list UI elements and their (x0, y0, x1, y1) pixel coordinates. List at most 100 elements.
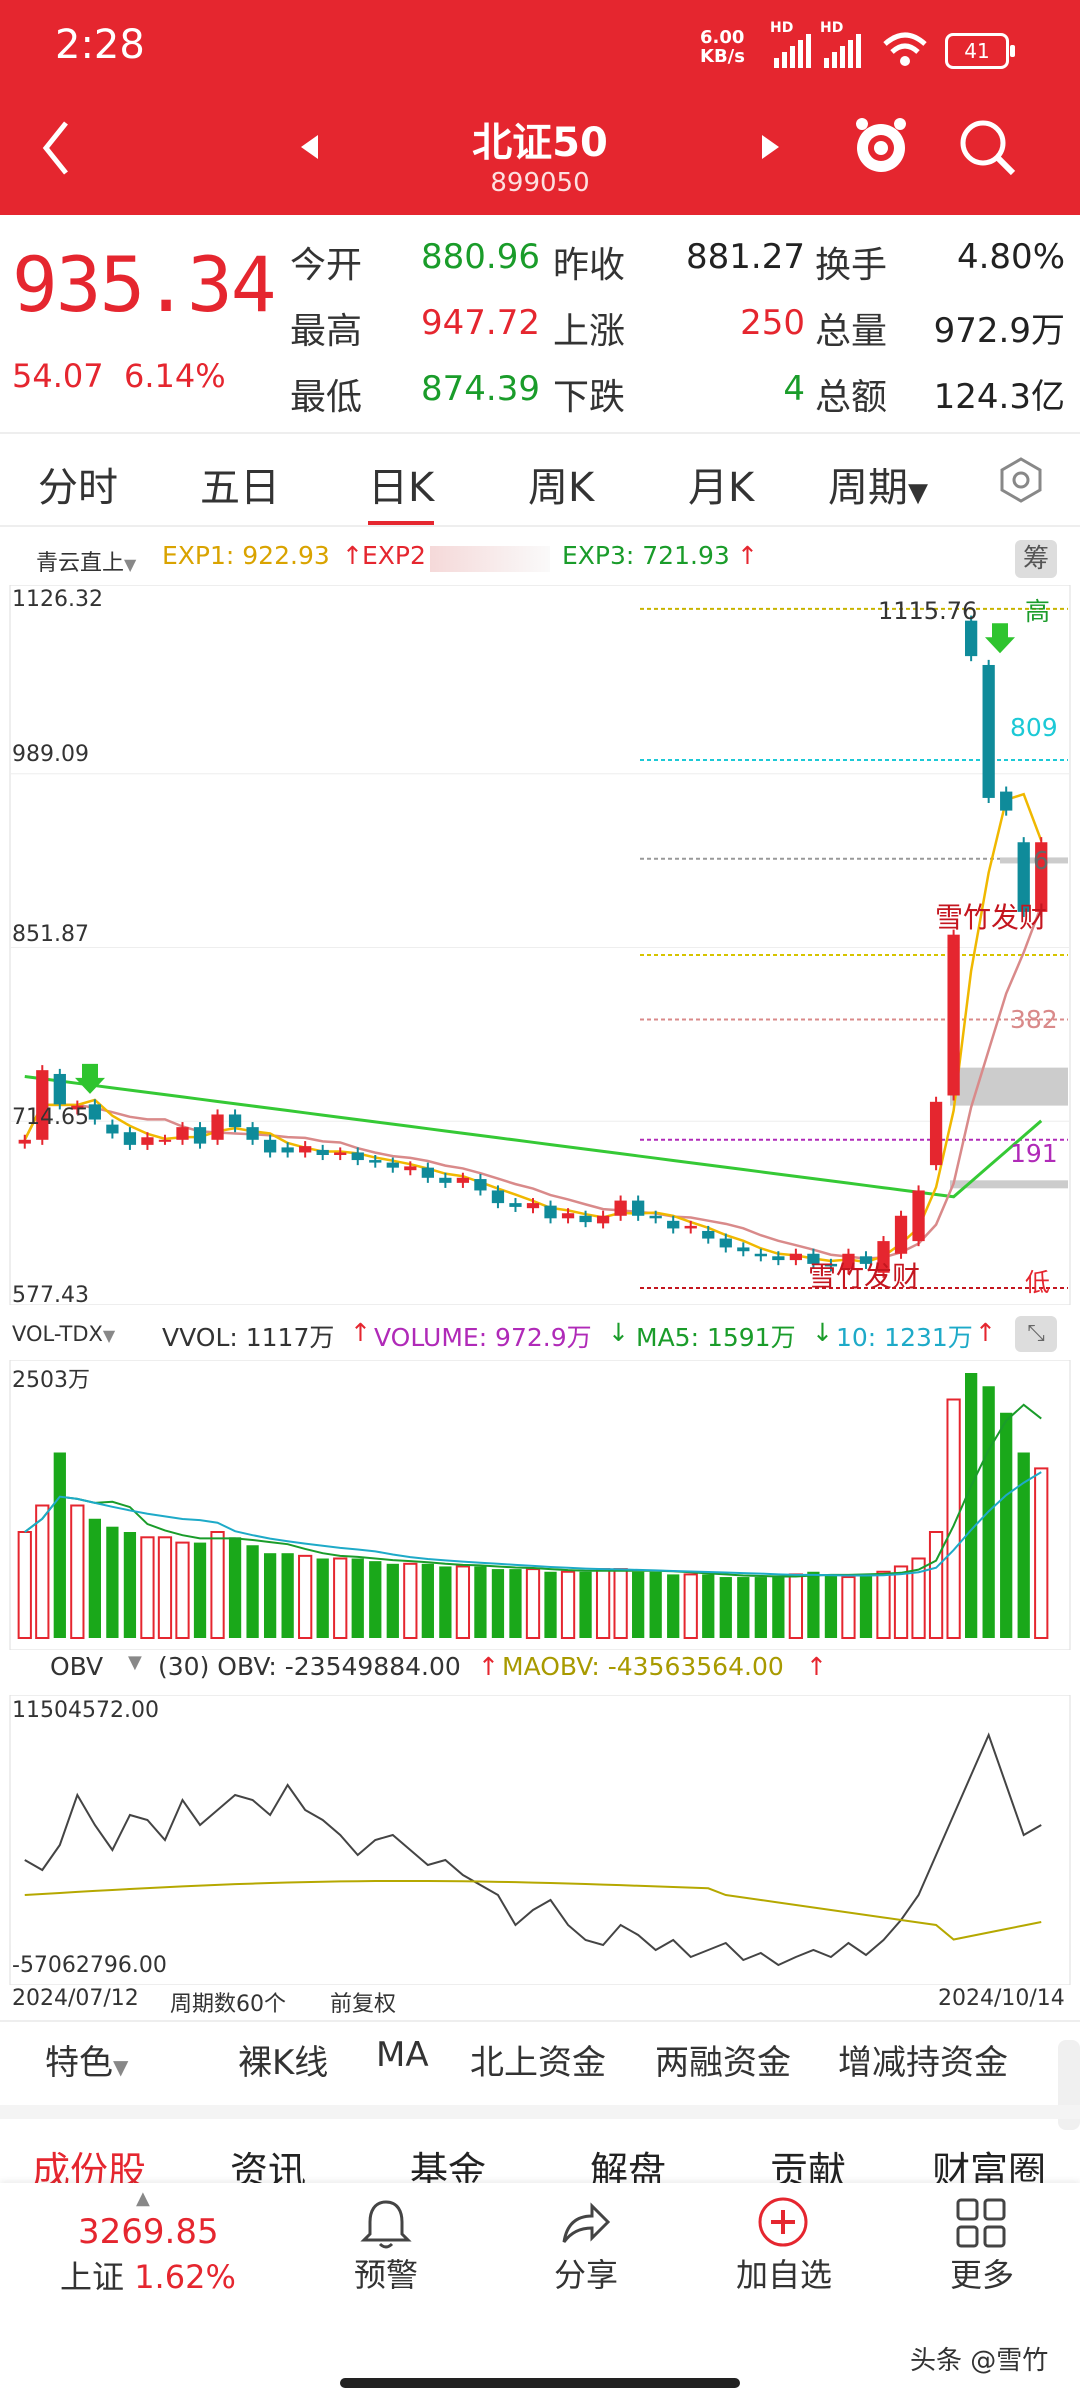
down-label: 下跌 (553, 377, 626, 418)
tab-daily-k[interactable]: 日K (368, 455, 435, 526)
indicator-name[interactable]: 青云直上▼ (36, 551, 137, 576)
candle (439, 1177, 452, 1183)
mascot-icon[interactable] (848, 112, 914, 178)
tese-dropdown[interactable]: 特色▼ (45, 2043, 129, 2083)
candle (71, 1105, 84, 1110)
exp1-label: EXP1: 922.93 (162, 541, 330, 570)
tab-period[interactable]: 周期▼ (828, 455, 928, 513)
next-stock-icon[interactable] (760, 132, 782, 162)
support-box (1000, 857, 1068, 864)
toolbar-item-margin[interactable]: 两融资金 (655, 2043, 791, 2083)
volume-bar (824, 1574, 838, 1638)
obv-line (24, 1732, 1042, 1967)
obv-chart[interactable] (0, 1695, 1080, 1985)
candle (807, 1253, 820, 1264)
change-pct: 6.14% (123, 357, 226, 395)
signal-label-2: 雪竹发财 (808, 1260, 921, 1293)
candle (702, 1230, 715, 1239)
candle (263, 1139, 277, 1153)
candlestick-chart[interactable] (0, 585, 1080, 1305)
nav-more[interactable]: 更多 (949, 2256, 1014, 2294)
search-icon[interactable] (955, 115, 1021, 181)
candle (965, 620, 978, 657)
volume-bar (53, 1452, 66, 1638)
volume-bar (702, 1574, 715, 1638)
volume-bar (386, 1563, 399, 1638)
low-label: 最低 (290, 377, 363, 418)
ma10-up-icon: ↑ (975, 1318, 996, 1347)
volume-bar (88, 1518, 101, 1638)
candle (211, 1114, 224, 1140)
add-watchlist-icon[interactable] (755, 2194, 811, 2250)
index-value[interactable]: 3269.85 (78, 2212, 219, 2252)
indicator-label: 青云直上 (36, 551, 125, 576)
obv-name[interactable]: OBV (50, 1652, 104, 1681)
dropdown-icon: ▼ (908, 478, 928, 508)
candle (737, 1247, 750, 1252)
toolbar-item-holding[interactable]: 增减持资金 (838, 2043, 1008, 2083)
toolbar-item-northbound[interactable]: 北上资金 (470, 2043, 606, 2083)
nav-add[interactable]: 加自选 (735, 2256, 832, 2294)
candle (719, 1238, 732, 1248)
chart-frame (9, 1695, 1071, 1985)
settings-icon[interactable] (996, 455, 1046, 505)
prev-stock-icon[interactable] (298, 132, 320, 162)
tab-weekly-k[interactable]: 周K (528, 465, 595, 511)
volume-bar (351, 1558, 364, 1638)
candle (18, 1139, 31, 1144)
share-icon[interactable] (556, 2198, 612, 2248)
tab-intraday[interactable]: 分时 (38, 465, 118, 511)
support-box (950, 1067, 1068, 1106)
toolbar-item-ma[interactable]: MA (376, 2035, 429, 2075)
nav-alert[interactable]: 预警 (353, 2256, 418, 2294)
wifi-icon (883, 32, 927, 66)
chip-button[interactable]: 筹 (1015, 540, 1057, 578)
level-382: 382 (1010, 1005, 1058, 1034)
index-ticker[interactable]: 上证 1.62% (60, 2252, 236, 2298)
amount-label: 总额 (815, 377, 888, 418)
volume-bar (474, 1566, 487, 1638)
expand-icon[interactable]: ⤡ (1015, 1316, 1057, 1352)
volume-bar (1000, 1412, 1013, 1638)
nav-share[interactable]: 分享 (553, 2256, 618, 2294)
volume-bar (298, 1554, 313, 1640)
volume-bar (193, 1542, 207, 1638)
volume-bar (788, 1573, 804, 1639)
candle (36, 1070, 49, 1140)
grid-icon[interactable] (955, 2197, 1007, 2249)
peak-label: 1115.76 (878, 597, 978, 625)
candle (106, 1124, 119, 1134)
tab-five-day[interactable]: 五日 (200, 465, 280, 511)
net-speed: 6.00 KB/s (700, 28, 745, 66)
volume-bar (491, 1569, 505, 1638)
exp3-label: EXP3: 721.93 (562, 541, 730, 570)
volume-bar (210, 1531, 225, 1639)
adjust-mode[interactable]: 前复权 (330, 1992, 397, 2017)
low-tag: 低 (1025, 1268, 1051, 1297)
vol-indicator-name[interactable]: VOL-TDX▼ (12, 1322, 116, 1346)
bell-icon[interactable] (358, 2196, 414, 2252)
ma5-label: MA5: 1591万 (636, 1323, 796, 1352)
back-icon[interactable] (38, 118, 74, 178)
toolbar-item-naked-k[interactable]: 裸K线 (238, 2043, 329, 2083)
signal-icon-2: HD (820, 20, 861, 68)
candle (491, 1190, 505, 1204)
prev-label: 昨收 (553, 245, 626, 286)
volume-chart[interactable] (0, 1360, 1080, 1650)
volume-bar (649, 1571, 662, 1638)
divider (0, 525, 1080, 527)
watermark: 头条 @雪竹 (910, 2346, 1049, 2376)
buy-arrow-icon (75, 1063, 105, 1094)
home-indicator[interactable] (340, 2378, 740, 2388)
candle (579, 1215, 592, 1223)
candle (684, 1225, 697, 1229)
volume-bar (595, 1568, 611, 1640)
obv-dropdown-icon[interactable]: ▼ (128, 1652, 142, 1673)
chart-frame (9, 1360, 1071, 1650)
candle (474, 1179, 487, 1191)
tab-monthly-k[interactable]: 月K (688, 465, 755, 511)
high-tag: 高 (1025, 597, 1051, 626)
candle (824, 1263, 838, 1267)
candle (176, 1127, 189, 1140)
volume-bar (928, 1531, 944, 1639)
